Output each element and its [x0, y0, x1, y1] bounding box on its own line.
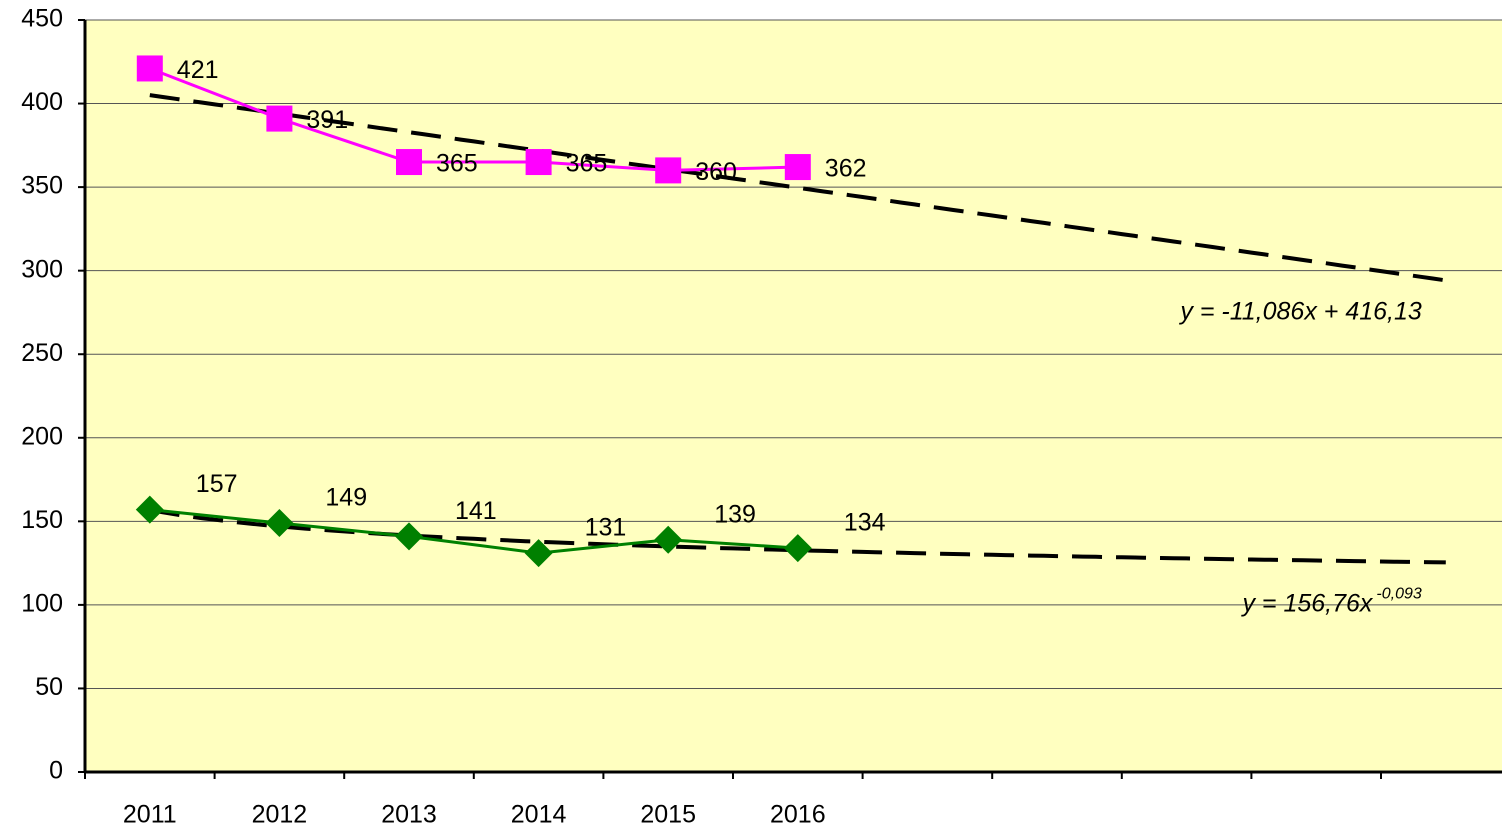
- equation-text: y = -11,086x + 416,13: [1178, 297, 1421, 325]
- x-tick-label: 2014: [511, 801, 567, 824]
- marker: [524, 539, 553, 568]
- y-tick-label: 300: [21, 255, 63, 283]
- data-label: 391: [306, 106, 348, 134]
- data-label: 149: [325, 484, 367, 512]
- y-tick-label: 450: [21, 5, 63, 33]
- x-tick-label: 2013: [381, 801, 437, 824]
- data-label: 157: [196, 470, 238, 498]
- plot-area: [85, 20, 1502, 772]
- marker: [655, 157, 682, 184]
- x-tick-label: 2015: [640, 801, 696, 824]
- marker: [395, 522, 423, 551]
- series-line: [149, 67, 798, 172]
- marker: [136, 55, 163, 82]
- y-tick-label: 50: [35, 673, 63, 701]
- y-tick-label: 100: [21, 589, 63, 617]
- marker: [396, 149, 422, 176]
- data-label: 421: [177, 56, 219, 84]
- data-label: 134: [844, 509, 886, 537]
- marker: [266, 105, 293, 132]
- trendline: [149, 508, 1446, 565]
- y-tick-label: 200: [21, 422, 63, 450]
- data-label: 360: [695, 158, 737, 186]
- x-tick-label: 2012: [252, 801, 308, 824]
- marker: [783, 534, 812, 563]
- data-label: 131: [585, 514, 627, 542]
- data-label: 139: [714, 500, 756, 528]
- y-tick-label: 150: [21, 506, 63, 534]
- equation-text: y = 156,76x: [1240, 589, 1373, 617]
- marker: [784, 154, 811, 181]
- x-tick-label: 2016: [770, 801, 826, 824]
- marker: [265, 509, 294, 538]
- x-tick-label: 2011: [123, 801, 177, 824]
- trendline-equation: y = 156,76x -0,093: [1240, 586, 1421, 617]
- y-tick-label: 250: [21, 339, 63, 367]
- marker: [525, 149, 552, 176]
- marker: [135, 495, 164, 524]
- data-label: 362: [825, 155, 867, 183]
- marker: [654, 525, 683, 554]
- y-tick-label: 350: [21, 172, 63, 200]
- data-label: 365: [566, 150, 608, 178]
- series-line: [149, 508, 798, 555]
- data-label: 141: [455, 497, 497, 525]
- equation-exponent: -0,093: [1376, 586, 1421, 603]
- y-tick-label: 0: [49, 757, 63, 785]
- data-label: 365: [436, 150, 478, 178]
- y-tick-label: 400: [21, 88, 63, 116]
- trendline-equation: y = -11,086x + 416,13: [1178, 297, 1421, 325]
